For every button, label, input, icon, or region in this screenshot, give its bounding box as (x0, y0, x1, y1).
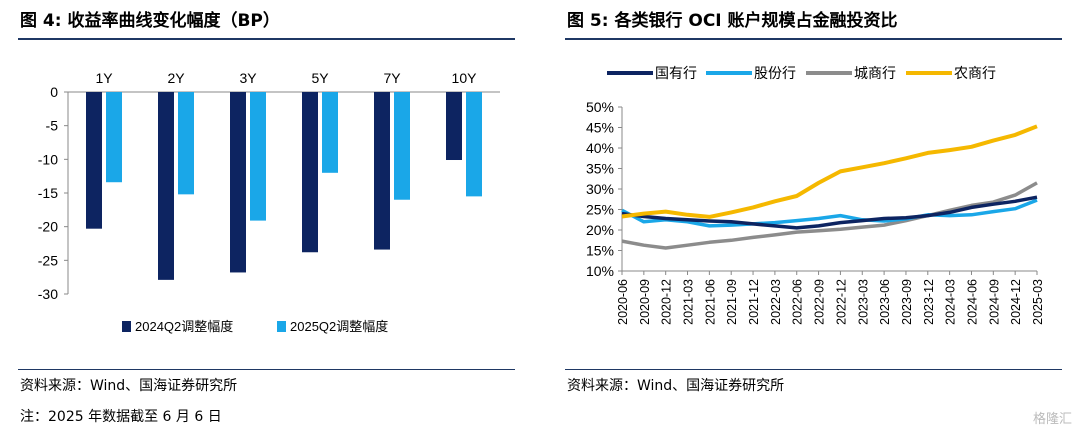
line-x-tick-label: 2024-06 (965, 279, 979, 325)
line-x-tick-label: 2021-12 (747, 279, 761, 325)
yield-change-bar-chart: 0 -5 -10 -15 -20 -25 -30 1Y 2Y 3Y 5Y 7Y 10Y 2024Q2调整幅… (38, 70, 500, 334)
line-y-tick-label: 25% (586, 202, 614, 218)
line-y-tick-label: 50% (586, 99, 614, 115)
line-x-tick-label: 2021-06 (703, 279, 717, 325)
line-x-tick-label: 2021-09 (725, 279, 739, 325)
right-source-text: 资料来源：Wind、国海证券研究所 (567, 378, 785, 394)
bar-y-tick-label: -10 (38, 151, 58, 167)
bar-x-tick-label: 1Y (95, 70, 113, 86)
line-x-tick-label: 2023-12 (922, 279, 936, 325)
bar-x-tick-label: 7Y (383, 70, 401, 86)
bar-y-tick-label: -30 (38, 286, 58, 302)
bar-mark (86, 92, 102, 229)
left-source-text: 资料来源：Wind、国海证券研究所 (20, 378, 238, 394)
bar-mark (178, 92, 194, 195)
line-x-tick-label: 2025-03 (1031, 279, 1045, 325)
oci-ratio-line-chart: 10% 15% 20% 25% 30% 35% 40% 45% 50% 2020-06 2020-0… (586, 65, 1045, 325)
watermark-logo: 格隆汇 (1032, 412, 1072, 427)
bar-mark (466, 92, 482, 197)
bar-y-tick-label: 0 (50, 84, 58, 100)
left-title-rule (18, 38, 515, 40)
bar-x-tick-label: 3Y (239, 70, 257, 86)
line-x-tick-label: 2023-03 (856, 279, 870, 325)
bar-mark (230, 92, 246, 273)
bar-y-tick-label: -5 (46, 118, 59, 134)
line-x-tick-label: 2024-12 (1009, 279, 1023, 325)
line-x-tick-label: 2023-06 (878, 279, 892, 325)
bar-y-tick-label: -20 (38, 219, 58, 235)
line-y-tick-label: 20% (586, 222, 614, 238)
bar-legend-swatch (277, 321, 286, 332)
left-note-text: 注：2025 年数据截至 6 月 6 日 (20, 409, 222, 425)
bar-x-tick-label: 2Y (167, 70, 185, 86)
line-series-1 (621, 195, 1038, 230)
right-source-rule (565, 369, 1062, 370)
bar-y-tick-label: -15 (38, 185, 58, 201)
line-y-tick-label: 30% (586, 181, 614, 197)
bar-mark (302, 92, 318, 253)
bar-x-tick-label: 10Y (452, 70, 478, 86)
line-x-tick-label: 2020-09 (638, 279, 652, 325)
bar-mark (106, 92, 122, 183)
line-x-tick-label: 2024-09 (987, 279, 1001, 325)
bar-mark (322, 92, 338, 173)
bar-mark (394, 92, 410, 200)
right-chart-title: 图 5: 各类银行 OCI 账户规模占金融投资比 (567, 11, 898, 31)
bar-mark (158, 92, 174, 280)
line-x-tick-label: 2024-03 (944, 279, 958, 325)
bar-legend-label: 2024Q2调整幅度 (135, 319, 233, 334)
line-y-tick-label: 40% (586, 140, 614, 156)
bar-mark (374, 92, 390, 250)
line-x-tick-label: 2023-09 (900, 279, 914, 325)
line-x-tick-label: 2020-06 (616, 279, 630, 325)
line-series-2 (621, 198, 1038, 228)
line-legend-label: 股份行 (754, 65, 796, 81)
left-source-rule (18, 369, 515, 370)
line-x-tick-label: 2020-12 (660, 279, 674, 325)
line-y-tick-label: 10% (586, 263, 614, 279)
bar-mark (250, 92, 266, 221)
line-x-tick-label: 2022-03 (769, 279, 783, 325)
line-series-3 (621, 181, 1038, 250)
right-title-rule (565, 38, 1062, 40)
bar-y-tick-label: -25 (38, 252, 58, 268)
line-x-tick-label: 2022-12 (834, 279, 848, 325)
line-x-tick-label: 2022-09 (813, 279, 827, 325)
line-x-tick-label: 2022-06 (791, 279, 805, 325)
bar-x-tick-label: 5Y (311, 70, 329, 86)
line-legend-label: 农商行 (954, 65, 996, 81)
line-legend-label: 城商行 (854, 65, 896, 81)
line-legend-label: 国有行 (655, 65, 697, 81)
line-x-tick-label: 2021-03 (682, 279, 696, 325)
line-y-tick-label: 35% (586, 161, 614, 177)
bar-mark (446, 92, 462, 161)
left-chart-title: 图 4: 收益率曲线变化幅度（BP） (20, 11, 280, 31)
line-y-tick-label: 45% (586, 120, 614, 136)
line-y-tick-label: 15% (586, 243, 614, 259)
line-series-4 (621, 124, 1038, 219)
bar-legend-swatch (122, 321, 131, 332)
bar-legend-label: 2025Q2调整幅度 (290, 319, 388, 334)
